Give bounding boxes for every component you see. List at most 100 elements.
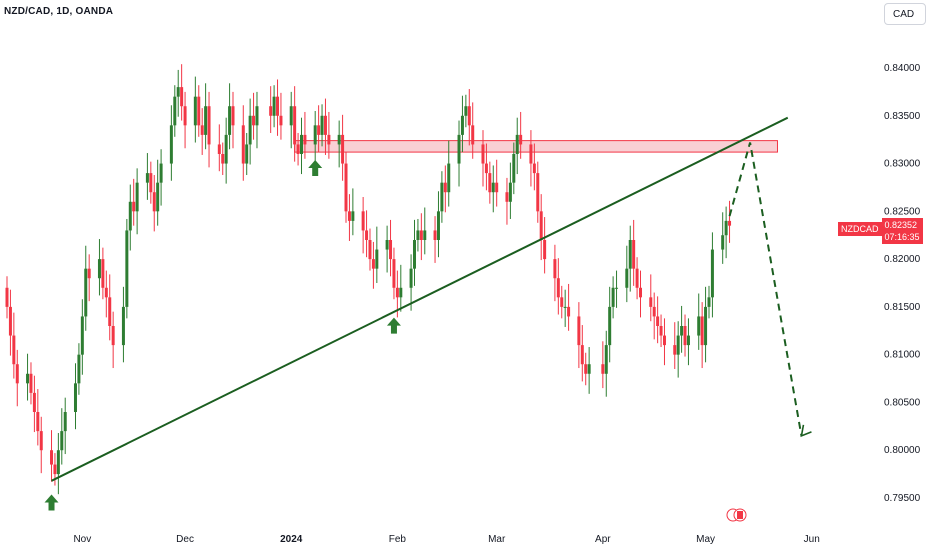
up-arrow-icon <box>308 160 323 176</box>
candle-body <box>39 431 43 451</box>
chart-title: NZD/CAD, 1D, OANDA <box>4 6 114 17</box>
event-icons[interactable] <box>726 508 747 522</box>
candle-body <box>303 134 307 145</box>
candle-body <box>276 96 280 116</box>
candle-body <box>563 306 567 308</box>
candle-body <box>529 144 533 164</box>
up-arrow-icon <box>44 494 59 511</box>
candle-body <box>656 316 660 326</box>
candle-body <box>375 249 379 269</box>
candle-body <box>289 106 293 126</box>
candle-body <box>577 316 581 346</box>
candle-body <box>245 144 249 164</box>
candle-body <box>539 211 543 240</box>
candle-body <box>710 249 714 298</box>
candle-body <box>436 211 440 240</box>
candle-body <box>320 115 324 135</box>
x-tick-label: Feb <box>389 534 407 545</box>
candle-body <box>700 316 704 346</box>
candle-body <box>50 450 54 465</box>
candle-body <box>519 134 523 145</box>
candle-body <box>8 306 12 336</box>
candle-body <box>464 106 468 116</box>
candle-body <box>97 259 101 279</box>
zone-layer <box>294 140 778 153</box>
candle-body <box>532 163 536 174</box>
candle-body <box>337 134 341 145</box>
candle-body <box>56 450 60 475</box>
candle-body <box>399 287 403 298</box>
candle-body <box>73 383 77 412</box>
candle-body <box>60 431 64 451</box>
candle-body <box>447 163 451 193</box>
candle-body <box>659 326 663 336</box>
candle-body <box>200 125 204 135</box>
candle-body <box>587 364 591 374</box>
candle-body <box>639 287 643 298</box>
candle-body <box>104 287 108 298</box>
candle-layer <box>5 64 732 495</box>
candle-body <box>512 154 516 183</box>
candle-body <box>197 96 201 126</box>
x-tick-label: 2024 <box>280 534 303 545</box>
candle-body <box>12 335 16 365</box>
y-tick-label: 0.83500 <box>884 111 921 122</box>
candle-body <box>344 163 348 212</box>
candle-body <box>313 125 317 145</box>
price-tag-box: 0.82352 07:16:35 <box>881 218 923 244</box>
candle-body <box>101 259 105 288</box>
candle-body <box>505 192 509 202</box>
candle-body <box>543 240 547 260</box>
candle-body <box>601 364 605 374</box>
price-tag-countdown: 07:16:35 <box>884 232 920 242</box>
candle-body <box>231 106 235 126</box>
candle-body <box>628 240 632 269</box>
candle-body <box>293 106 297 145</box>
candle-body <box>279 115 283 126</box>
candle-body <box>608 306 612 346</box>
candle-body <box>515 134 519 154</box>
candle-body <box>508 182 512 202</box>
currency-button[interactable]: CAD <box>884 3 926 25</box>
candle-body <box>580 345 584 365</box>
candle-body <box>673 345 677 355</box>
y-tick-label: 0.79500 <box>884 493 921 504</box>
x-tick-label: Dec <box>176 534 194 545</box>
projection-path <box>728 142 803 437</box>
candle-body <box>125 230 129 307</box>
candle-body <box>385 240 389 250</box>
candle-body <box>183 106 187 126</box>
y-tick-label: 0.81000 <box>884 350 921 361</box>
candle-body <box>484 163 488 174</box>
y-tick-label: 0.83000 <box>884 159 921 170</box>
line-layer <box>51 116 812 482</box>
candle-body <box>409 268 413 288</box>
candle-body <box>108 297 112 326</box>
candle-body <box>662 335 666 346</box>
candle-body <box>84 268 88 317</box>
candle-body <box>5 287 9 307</box>
candle-body <box>317 125 321 135</box>
candle-body <box>683 326 687 346</box>
candle-body <box>676 335 680 355</box>
candle-body <box>495 182 499 193</box>
candle-body <box>419 230 423 240</box>
arrow-layer <box>44 160 401 511</box>
candle-body <box>491 182 495 193</box>
x-tick-label: Mar <box>488 534 506 545</box>
candle-body <box>341 134 345 164</box>
candle-body <box>351 211 355 221</box>
candle-body <box>389 240 393 260</box>
candle-body <box>111 326 115 346</box>
candle-body <box>252 115 256 126</box>
candle-body <box>228 106 232 135</box>
projection-arrowhead <box>800 424 812 438</box>
candle-body <box>536 173 540 212</box>
candle-body <box>323 115 327 135</box>
y-axis: 0.84000 0.83500 0.83000 0.82500 0.82000 0.815… <box>884 63 921 504</box>
candle-body <box>721 235 725 250</box>
candle-body <box>132 201 136 212</box>
candle-body <box>248 115 252 145</box>
